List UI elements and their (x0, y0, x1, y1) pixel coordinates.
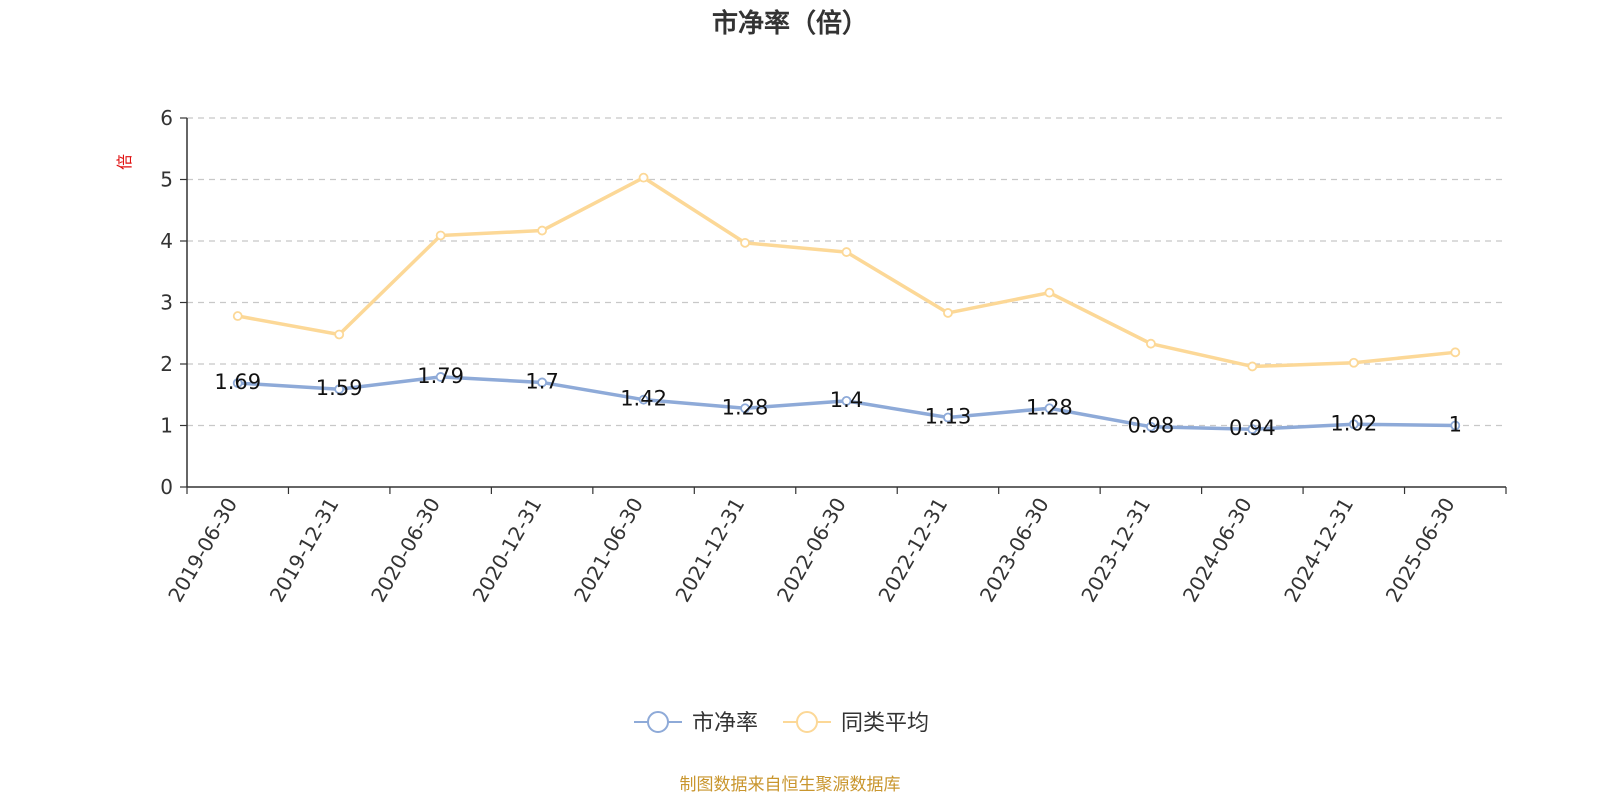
x-tick-label: 2022-06-30 (772, 494, 851, 607)
data-point[interactable] (435, 372, 446, 382)
axes (186, 118, 1506, 488)
data-label: 1.59 (316, 376, 363, 400)
x-tick-label: 2020-06-30 (366, 493, 445, 606)
data-point[interactable] (740, 403, 750, 414)
y-tick-label: 5 (160, 168, 173, 192)
data-source-note: 制图数据来自恒生聚源数据库 (680, 775, 901, 795)
data-point[interactable] (638, 394, 649, 405)
x-axis-ticks: 2019-06-30 2019-12-31 2020-06-30 2020-12-31… (163, 487, 1507, 607)
data-label: 1.69 (214, 370, 261, 394)
data-label: 1.28 (722, 395, 769, 419)
data-point[interactable] (943, 412, 953, 423)
x-tick-label: 2024-06-30 (1178, 494, 1257, 607)
x-tick-label: 2022-12-31 (873, 494, 952, 607)
y-tick-label: 4 (160, 229, 173, 253)
y-tick-label: 6 (160, 106, 173, 130)
x-tick-label: 2023-06-30 (975, 494, 1054, 607)
data-point[interactable] (740, 237, 750, 248)
legend[interactable]: 市净率 同类平均 (634, 711, 929, 736)
legend-item-2[interactable]: 同类平均 (783, 711, 929, 736)
data-point[interactable] (1044, 403, 1055, 414)
data-point[interactable] (841, 247, 852, 257)
data-label: 1.13 (925, 405, 972, 429)
x-tick-label: 2019-12-31 (265, 494, 344, 607)
data-point[interactable] (334, 384, 345, 395)
x-tick-label: 2025-06-30 (1381, 494, 1460, 607)
data-label: 1.42 (620, 387, 667, 411)
data-label: 0.94 (1229, 416, 1276, 440)
data-label: 1.28 (1026, 395, 1073, 419)
data-point[interactable] (1348, 357, 1359, 368)
legend-marker-icon (796, 711, 818, 733)
data-label: 1.7 (525, 369, 558, 393)
data-point[interactable] (435, 230, 446, 241)
x-tick-label: 2024-12-31 (1279, 494, 1358, 607)
data-point[interactable] (537, 377, 548, 388)
data-point[interactable] (638, 172, 649, 183)
data-point[interactable] (232, 311, 243, 321)
data-point[interactable] (1145, 421, 1156, 432)
data-point[interactable] (1145, 338, 1156, 349)
data-point[interactable] (1247, 424, 1258, 435)
data-point[interactable] (841, 395, 852, 406)
series-line-2 (237, 175, 1456, 369)
data-point[interactable] (1450, 347, 1461, 358)
data-point[interactable] (537, 225, 548, 236)
x-tick-label: 2020-12-31 (468, 494, 547, 607)
x-tick-label: 2023-12-31 (1076, 494, 1155, 607)
data-point[interactable] (334, 329, 345, 340)
data-point[interactable] (1450, 420, 1461, 431)
x-tick-label: 2021-12-31 (670, 494, 749, 607)
legend-marker-icon (647, 711, 669, 733)
data-point[interactable] (1044, 287, 1055, 298)
chart-title: 市净率（倍） (712, 8, 868, 39)
legend-label: 同类平均 (841, 711, 929, 736)
legend-item-1[interactable]: 市净率 (634, 711, 758, 736)
y-tick-label: 1 (160, 414, 173, 438)
y-tick-label: 3 (160, 291, 173, 315)
data-labels: 1.69 1.59 1.79 1.7 1.42 1.28 1.4 1.13 1.28 0.98 0.… (214, 364, 1462, 440)
data-label: 1.4 (830, 388, 863, 412)
series-lines (232, 172, 1461, 435)
data-point[interactable] (943, 308, 953, 318)
y-tick-label: 2 (160, 352, 173, 376)
data-label: 1 (1449, 413, 1462, 437)
data-label: 1.79 (417, 364, 464, 388)
data-label: 1.02 (1330, 411, 1377, 435)
data-point[interactable] (1348, 419, 1359, 430)
x-tick-label: 2021-06-30 (569, 494, 648, 607)
data-point[interactable] (232, 378, 243, 388)
y-axis-unit-label: 倍 (115, 154, 134, 170)
y-axis-ticks: 0 1 2 3 4 5 6 (160, 106, 187, 499)
data-label: 0.98 (1128, 414, 1175, 438)
y-tick-label: 0 (160, 475, 173, 499)
legend-label: 市净率 (692, 711, 758, 736)
x-tick-label: 2019-06-30 (163, 494, 242, 607)
data-point[interactable] (1247, 361, 1258, 372)
grid-lines (187, 117, 1506, 427)
